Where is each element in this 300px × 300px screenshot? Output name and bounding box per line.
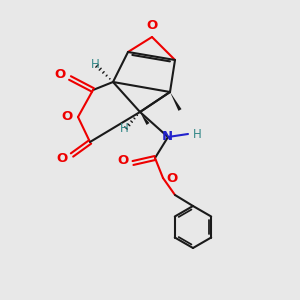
Text: N: N (161, 130, 172, 142)
Polygon shape (170, 92, 182, 111)
Text: O: O (146, 19, 158, 32)
Polygon shape (140, 112, 149, 125)
Text: O: O (166, 172, 177, 184)
Text: O: O (62, 110, 73, 124)
Text: O: O (118, 154, 129, 167)
Text: O: O (56, 152, 68, 164)
Text: O: O (54, 68, 66, 80)
Text: H: H (193, 128, 202, 140)
Text: H: H (120, 122, 128, 136)
Text: H: H (91, 58, 99, 71)
